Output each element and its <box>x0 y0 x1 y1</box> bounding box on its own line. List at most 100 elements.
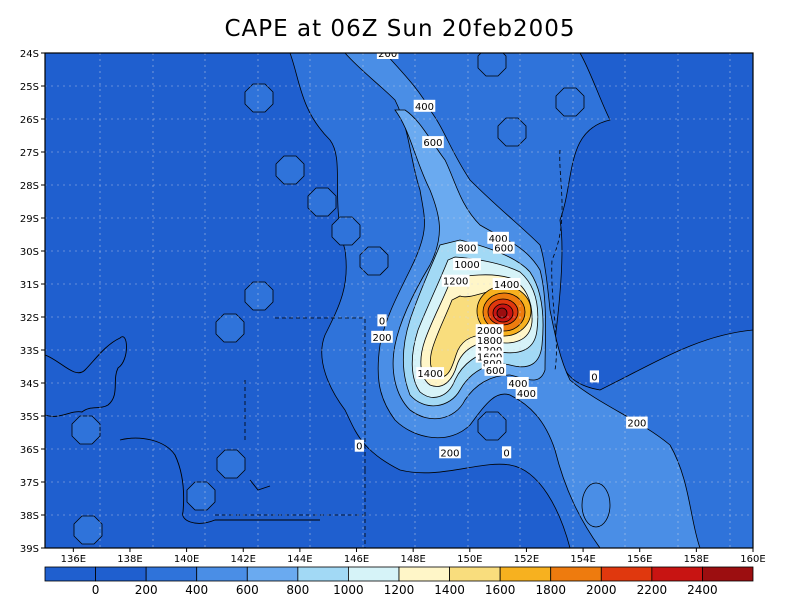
lon-tick-label: 140E <box>174 554 199 565</box>
contour-label-bg <box>376 53 399 59</box>
contour-label: 2000 <box>477 326 502 337</box>
lat-tick-label: 33S <box>20 346 39 357</box>
lat-tick-label: 29S <box>20 214 39 225</box>
contour-label-bg <box>492 241 515 254</box>
colorbar-swatch <box>44 566 96 582</box>
colorbar-swatch <box>550 566 602 582</box>
contour-label-bg <box>456 241 478 254</box>
contour-label-bg <box>487 231 509 244</box>
contour-label: 400 <box>489 234 508 245</box>
contour-label-bg <box>413 99 436 112</box>
lon-tick-label: 154E <box>570 554 595 565</box>
lat-tick-label: 25S <box>20 82 39 93</box>
contour-label: 800 <box>457 244 476 255</box>
lon-tick-label: 144E <box>287 554 312 565</box>
lat-tick-label: 34S <box>20 379 39 390</box>
colorbar-label: 200 <box>135 583 158 597</box>
lon-tick-label: 156E <box>627 554 652 565</box>
colorbar-swatch <box>95 566 147 582</box>
lat-tick-label: 24S <box>20 49 39 60</box>
lat-tick-label: 27S <box>20 148 39 159</box>
colorbar-swatch <box>145 566 198 582</box>
chart-title: CAPE at 06Z Sun 20feb2005 <box>224 16 576 42</box>
colorbar-label: 1200 <box>384 583 415 597</box>
contour-label: 200 <box>627 419 646 430</box>
contour-label: 1000 <box>454 260 479 271</box>
colorbar-swatch <box>499 566 552 582</box>
colorbar-label: 0 <box>92 583 100 597</box>
lon-axis: 136E 138E 140E 142E 144E 146E 148E 150E 152E 154E… <box>61 548 766 565</box>
lon-tick-label: 158E <box>684 554 709 565</box>
contour-label: 1200 <box>443 277 468 288</box>
contour-label: 0 <box>503 448 509 459</box>
lon-tick-label: 160E <box>740 554 765 565</box>
lat-tick-label: 31S <box>20 280 39 291</box>
contour-label: 400 <box>508 379 527 390</box>
lat-tick-label: 32S <box>20 313 39 324</box>
colorbar-swatch <box>297 566 349 582</box>
lat-tick-label: 26S <box>20 115 39 126</box>
contour-label-bg <box>515 386 538 399</box>
boundaries <box>215 149 563 548</box>
contour-label-bg <box>589 370 600 383</box>
colorbar-label: 2200 <box>637 583 668 597</box>
contour-label: 1400 <box>494 280 519 291</box>
lon-tick-label: 138E <box>117 554 142 565</box>
colorbar-label: 1800 <box>535 583 566 597</box>
contour-label-bg <box>475 324 504 337</box>
colorbar-swatch <box>398 566 450 582</box>
contour-label-bg <box>626 416 648 429</box>
contour-label: 600 <box>486 366 505 377</box>
contour-label: 200 <box>440 448 459 459</box>
colorbar: 0 200 400 600 800 1000 1200 1400 1600 1800 2000 220… <box>44 566 754 597</box>
lat-tick-label: 35S <box>20 412 39 423</box>
contour-label-bg <box>507 377 529 389</box>
lat-tick-label: 30S <box>20 247 39 258</box>
gridlines <box>45 53 753 548</box>
contour-label: 200 <box>378 49 397 60</box>
contour-label-bg <box>453 258 481 271</box>
contour-label: 0 <box>591 372 597 383</box>
contour-label-bg <box>492 278 521 290</box>
colorbar-swatch <box>600 566 653 582</box>
lon-tick-label: 136E <box>61 554 86 565</box>
colorbar-label: 1400 <box>434 583 465 597</box>
contour-label: 600 <box>494 244 513 255</box>
lat-tick-label: 38S <box>20 511 39 522</box>
plot-frame <box>44 52 754 549</box>
lon-tick-label: 148E <box>400 554 425 565</box>
fill-level-2400 <box>496 307 508 319</box>
contour-label-bg <box>475 334 504 347</box>
lat-tick-label: 37S <box>20 478 39 489</box>
contour-label: 400 <box>415 102 434 113</box>
lon-tick-label: 152E <box>514 554 539 565</box>
colorbar-label: 1600 <box>485 583 516 597</box>
lon-tick-label: 150E <box>457 554 482 565</box>
contour-label-bg <box>439 446 461 459</box>
coastline <box>45 336 320 524</box>
colorbar-swatch <box>348 566 400 582</box>
contour-label: 0 <box>379 316 385 327</box>
contour-label-bg <box>484 363 507 376</box>
contour-label-bg <box>416 367 445 380</box>
contour-label-bg <box>354 439 364 452</box>
colorbar-label: 2000 <box>586 583 617 597</box>
contour-label: 200 <box>372 333 391 344</box>
colorbar-label: 2400 <box>687 583 718 597</box>
contour-label: 1400 <box>417 369 442 380</box>
colorbar-swatch <box>196 566 248 582</box>
colorbar-label: 1000 <box>333 583 364 597</box>
isolated-cells <box>71 53 585 545</box>
contour-label: 1800 <box>477 336 502 347</box>
colorbar-swatch <box>651 566 703 582</box>
contour-label-bg <box>441 274 470 287</box>
contour-label: 600 <box>423 138 442 149</box>
contour-label-bg <box>377 314 387 327</box>
lat-tick-label: 28S <box>20 181 39 192</box>
lat-tick-label: 39S <box>20 544 39 555</box>
lon-tick-label: 146E <box>344 554 369 565</box>
lat-axis: 24S 25S 26S 27S 28S 29S 30S 31S 32S 33S 34S 35S 36S 3… <box>20 49 45 555</box>
fill-patch-400 <box>581 482 611 528</box>
